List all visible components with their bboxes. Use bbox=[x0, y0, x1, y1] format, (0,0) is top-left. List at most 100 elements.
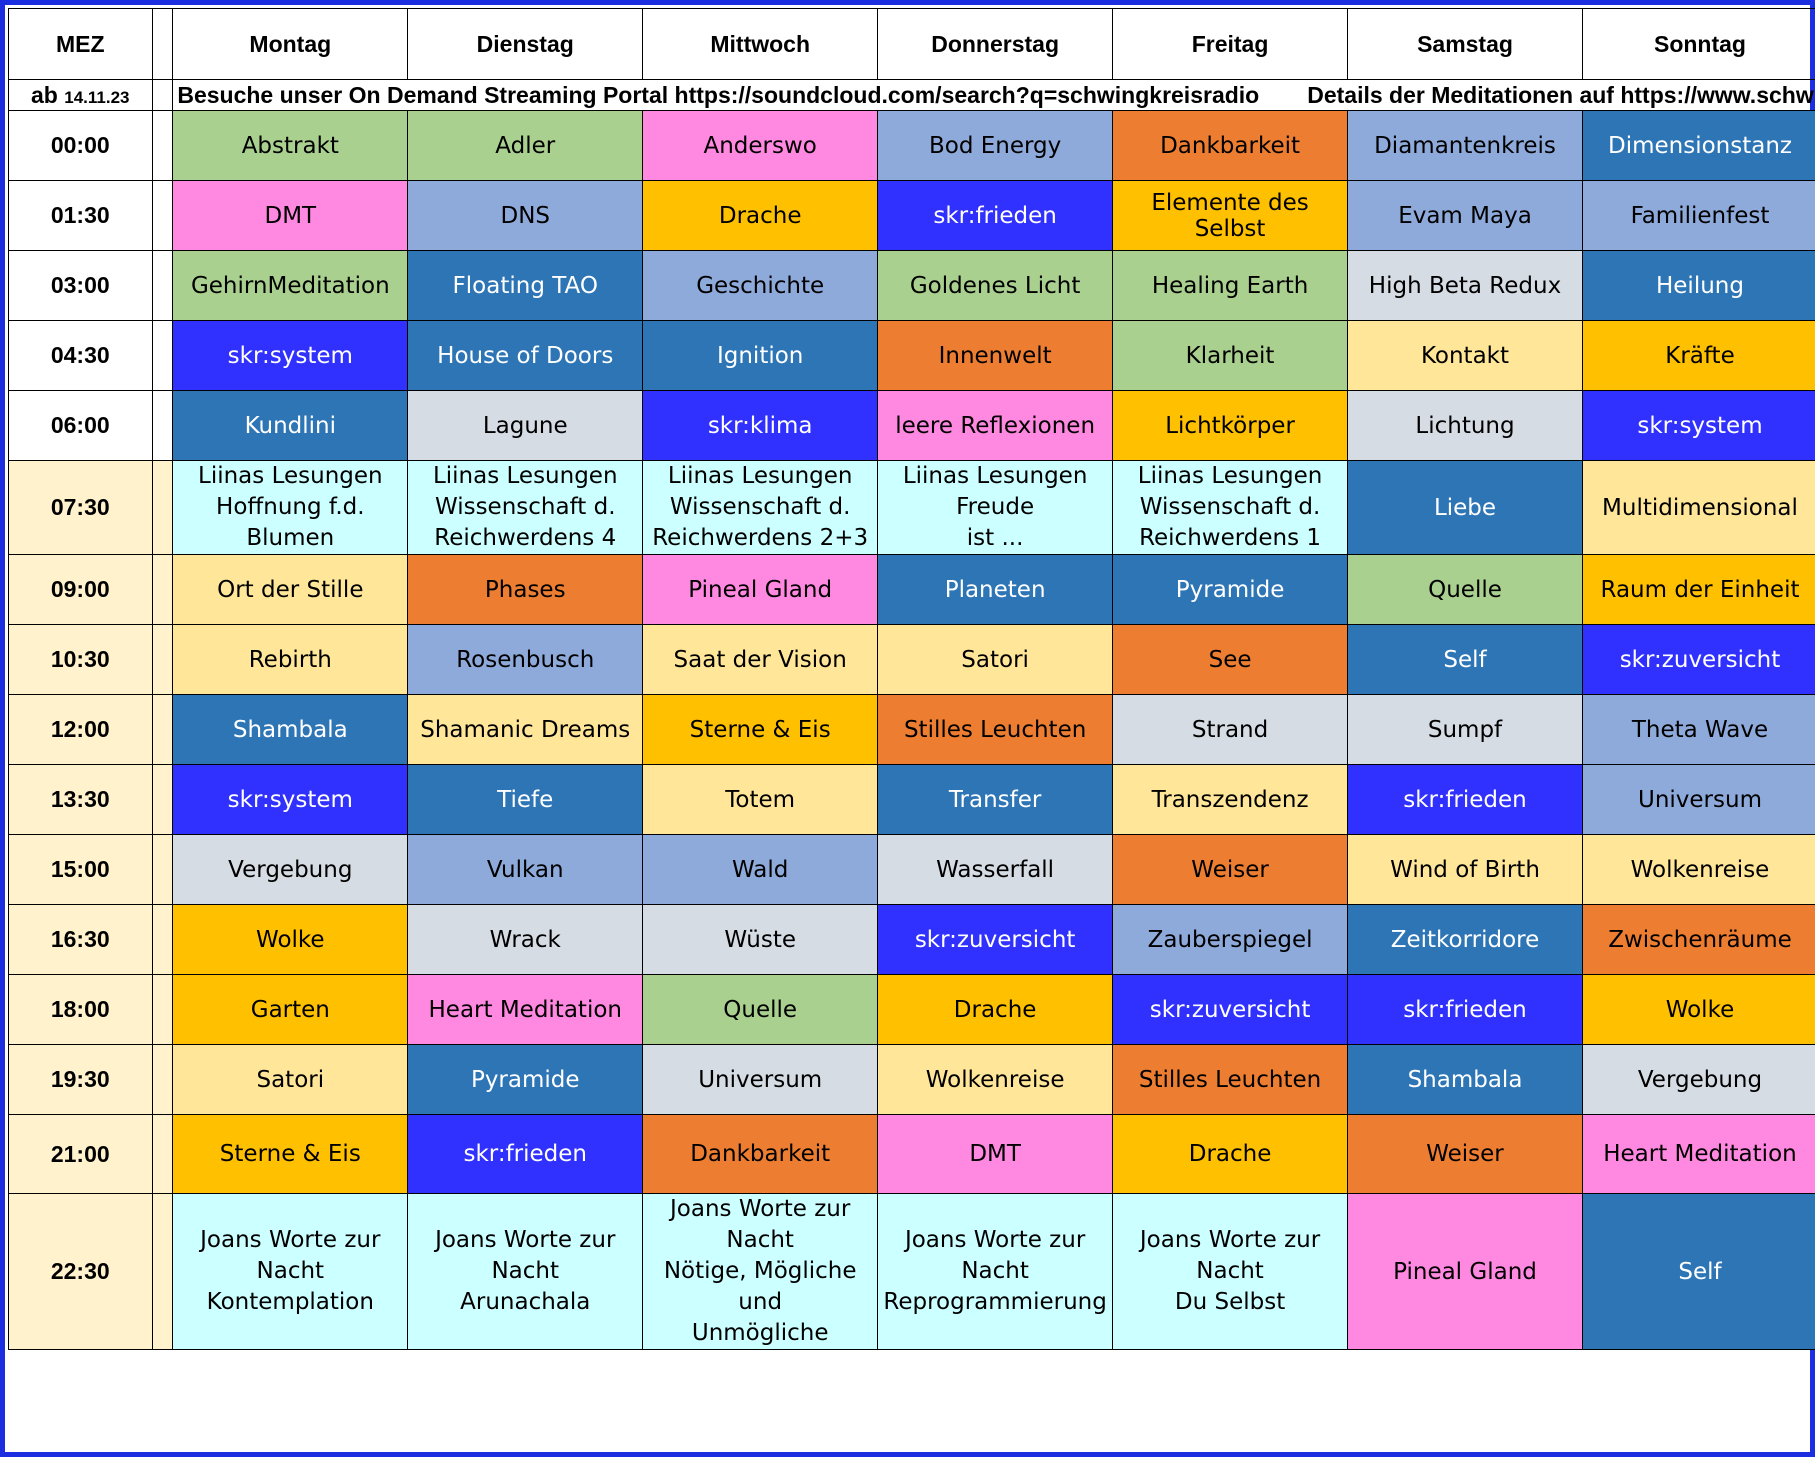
program-cell-samstag: Pineal Gland bbox=[1347, 1193, 1583, 1350]
program-cell-dienstag: Heart Meditation bbox=[407, 974, 644, 1045]
program-cell-mittwoch: Dankbarkeit bbox=[642, 1114, 879, 1194]
schedule-row: 04:30 skr:system House of Doors Ignition Inn… bbox=[8, 320, 1815, 391]
time-slot-cell: 00:00 bbox=[8, 110, 153, 181]
program-line: Kontemplation bbox=[206, 1289, 374, 1315]
time-slot-cell: 21:00 bbox=[8, 1114, 153, 1194]
time-slot-cell: 12:00 bbox=[8, 694, 153, 765]
timezone-header: MEZ bbox=[8, 8, 153, 80]
program-cell-montag: Liinas Lesungen Hoffnung f.d. Blumen bbox=[172, 460, 409, 555]
program-cell-sonntag: Universum bbox=[1581, 764, 1815, 835]
program-cell-donnerstag: DMT bbox=[877, 1114, 1114, 1194]
program-cell-samstag: Kontakt bbox=[1347, 320, 1583, 391]
program-line: Reichwerdens 1 bbox=[1139, 525, 1322, 551]
program-cell-samstag: Evam Maya bbox=[1347, 180, 1583, 251]
spacer-cell bbox=[151, 460, 174, 555]
program-cell-montag: Sterne & Eis bbox=[172, 1114, 409, 1194]
program-cell-donnerstag: Liinas Lesungen Freude ist ... bbox=[877, 460, 1114, 555]
valid-from-label: ab bbox=[31, 81, 58, 108]
program-cell-dienstag: Vulkan bbox=[407, 834, 644, 905]
spacer-cell bbox=[151, 904, 174, 975]
program-cell-donnerstag: Innenwelt bbox=[877, 320, 1114, 391]
spacer-cell bbox=[151, 764, 174, 835]
program-cell-sonntag: Vergebung bbox=[1581, 1044, 1815, 1115]
program-line: Hoffnung f.d. Blumen bbox=[216, 494, 365, 551]
spacer-cell bbox=[151, 79, 174, 111]
program-line: Joans Worte zur Nacht bbox=[435, 1227, 616, 1284]
program-cell-mittwoch: Anderswo bbox=[642, 110, 879, 181]
program-cell-donnerstag: Goldenes Licht bbox=[877, 250, 1114, 321]
program-cell-sonntag: Multidimensional bbox=[1581, 460, 1815, 555]
header-row: MEZ Montag Dienstag Mittwoch Donnerstag … bbox=[8, 8, 1815, 80]
program-cell-samstag: skr:frieden bbox=[1347, 974, 1583, 1045]
program-cell-dienstag: Liinas Lesungen Wissenschaft d. Reichwerde… bbox=[407, 460, 644, 555]
program-cell-samstag: Sumpf bbox=[1347, 694, 1583, 765]
program-line: ist ... bbox=[966, 525, 1024, 551]
program-cell-sonntag: Dimensionstanz bbox=[1581, 110, 1815, 181]
program-cell-montag: skr:system bbox=[172, 764, 409, 835]
spacer-cell bbox=[151, 974, 174, 1045]
spacer-cell bbox=[151, 1193, 174, 1350]
spacer-cell bbox=[151, 8, 174, 80]
program-cell-freitag: skr:zuversicht bbox=[1112, 974, 1349, 1045]
schedule-row: 13:30 skr:system Tiefe Totem Transfer Transze… bbox=[8, 764, 1815, 835]
program-cell-montag: Joans Worte zur Nacht Kontemplation bbox=[172, 1193, 409, 1350]
program-cell-dienstag: DNS bbox=[407, 180, 644, 251]
program-cell-dienstag: Joans Worte zur Nacht Arunachala bbox=[407, 1193, 644, 1350]
program-line: Reichwerdens 4 bbox=[434, 525, 617, 551]
program-cell-dienstag: Pyramide bbox=[407, 1044, 644, 1115]
program-cell-freitag: Weiser bbox=[1112, 834, 1349, 905]
program-line: Wissenschaft d. bbox=[1139, 494, 1321, 520]
program-cell-sonntag: Zwischenräume bbox=[1581, 904, 1815, 975]
time-slot-cell: 22:30 bbox=[8, 1193, 153, 1350]
spacer-cell bbox=[151, 110, 174, 181]
program-cell-mittwoch: Pineal Gland bbox=[642, 554, 879, 625]
program-cell-samstag: Diamantenkreis bbox=[1347, 110, 1583, 181]
program-line: Wissenschaft d. bbox=[669, 494, 851, 520]
program-cell-freitag: Healing Earth bbox=[1112, 250, 1349, 321]
program-line: Joans Worte zur Nacht bbox=[670, 1196, 851, 1253]
program-cell-sonntag: Familienfest bbox=[1581, 180, 1815, 251]
time-slot-cell: 19:30 bbox=[8, 1044, 153, 1115]
program-cell-freitag: Transzendenz bbox=[1112, 764, 1349, 835]
program-cell-samstag: Zeitkorridore bbox=[1347, 904, 1583, 975]
program-cell-mittwoch: Sterne & Eis bbox=[642, 694, 879, 765]
program-cell-dienstag: Adler bbox=[407, 110, 644, 181]
broadcast-schedule-table: MEZ Montag Dienstag Mittwoch Donnerstag … bbox=[8, 8, 1815, 1350]
program-cell-montag: Kundlini bbox=[172, 390, 409, 461]
program-cell-montag: DMT bbox=[172, 180, 409, 251]
spacer-cell bbox=[151, 390, 174, 461]
time-slot-cell: 06:00 bbox=[8, 390, 153, 461]
program-cell-montag: Vergebung bbox=[172, 834, 409, 905]
spacer-cell bbox=[151, 554, 174, 625]
program-line: Unmögliche bbox=[691, 1320, 829, 1346]
spacer-cell bbox=[151, 180, 174, 251]
program-cell-mittwoch: Totem bbox=[642, 764, 879, 835]
program-cell-mittwoch: Liinas Lesungen Wissenschaft d. Reichwerde… bbox=[642, 460, 879, 555]
program-cell-dienstag: House of Doors bbox=[407, 320, 644, 391]
program-cell-mittwoch: Saat der Vision bbox=[642, 624, 879, 695]
program-line: Nötige, Mögliche und bbox=[663, 1258, 857, 1315]
program-line: Liinas Lesungen bbox=[198, 463, 383, 489]
program-cell-freitag: Stilles Leuchten bbox=[1112, 1044, 1349, 1115]
program-cell-montag: Garten bbox=[172, 974, 409, 1045]
program-cell-sonntag: skr:zuversicht bbox=[1581, 624, 1815, 695]
program-cell-samstag: Liebe bbox=[1347, 460, 1583, 555]
day-header-samstag: Samstag bbox=[1347, 8, 1583, 80]
program-cell-freitag: Zauberspiegel bbox=[1112, 904, 1349, 975]
program-line: Arunachala bbox=[460, 1289, 591, 1315]
program-cell-dienstag: Tiefe bbox=[407, 764, 644, 835]
program-cell-dienstag: Rosenbusch bbox=[407, 624, 644, 695]
time-slot-cell: 16:30 bbox=[8, 904, 153, 975]
schedule-row: 21:00 Sterne & Eis skr:frieden Dankbarkeit D… bbox=[8, 1114, 1815, 1194]
time-slot-cell: 10:30 bbox=[8, 624, 153, 695]
program-cell-samstag: skr:frieden bbox=[1347, 764, 1583, 835]
portal-info-cell: Besuche unser On Demand Streaming Portal… bbox=[172, 79, 1815, 111]
valid-from-date: 14.11.23 bbox=[64, 87, 130, 107]
program-cell-sonntag: skr:system bbox=[1581, 390, 1815, 461]
time-slot-cell: 13:30 bbox=[8, 764, 153, 835]
spacer-cell bbox=[151, 624, 174, 695]
program-cell-montag: skr:system bbox=[172, 320, 409, 391]
program-cell-sonntag: Wolkenreise bbox=[1581, 834, 1815, 905]
program-line: Reichwerdens 2+3 bbox=[652, 525, 869, 551]
